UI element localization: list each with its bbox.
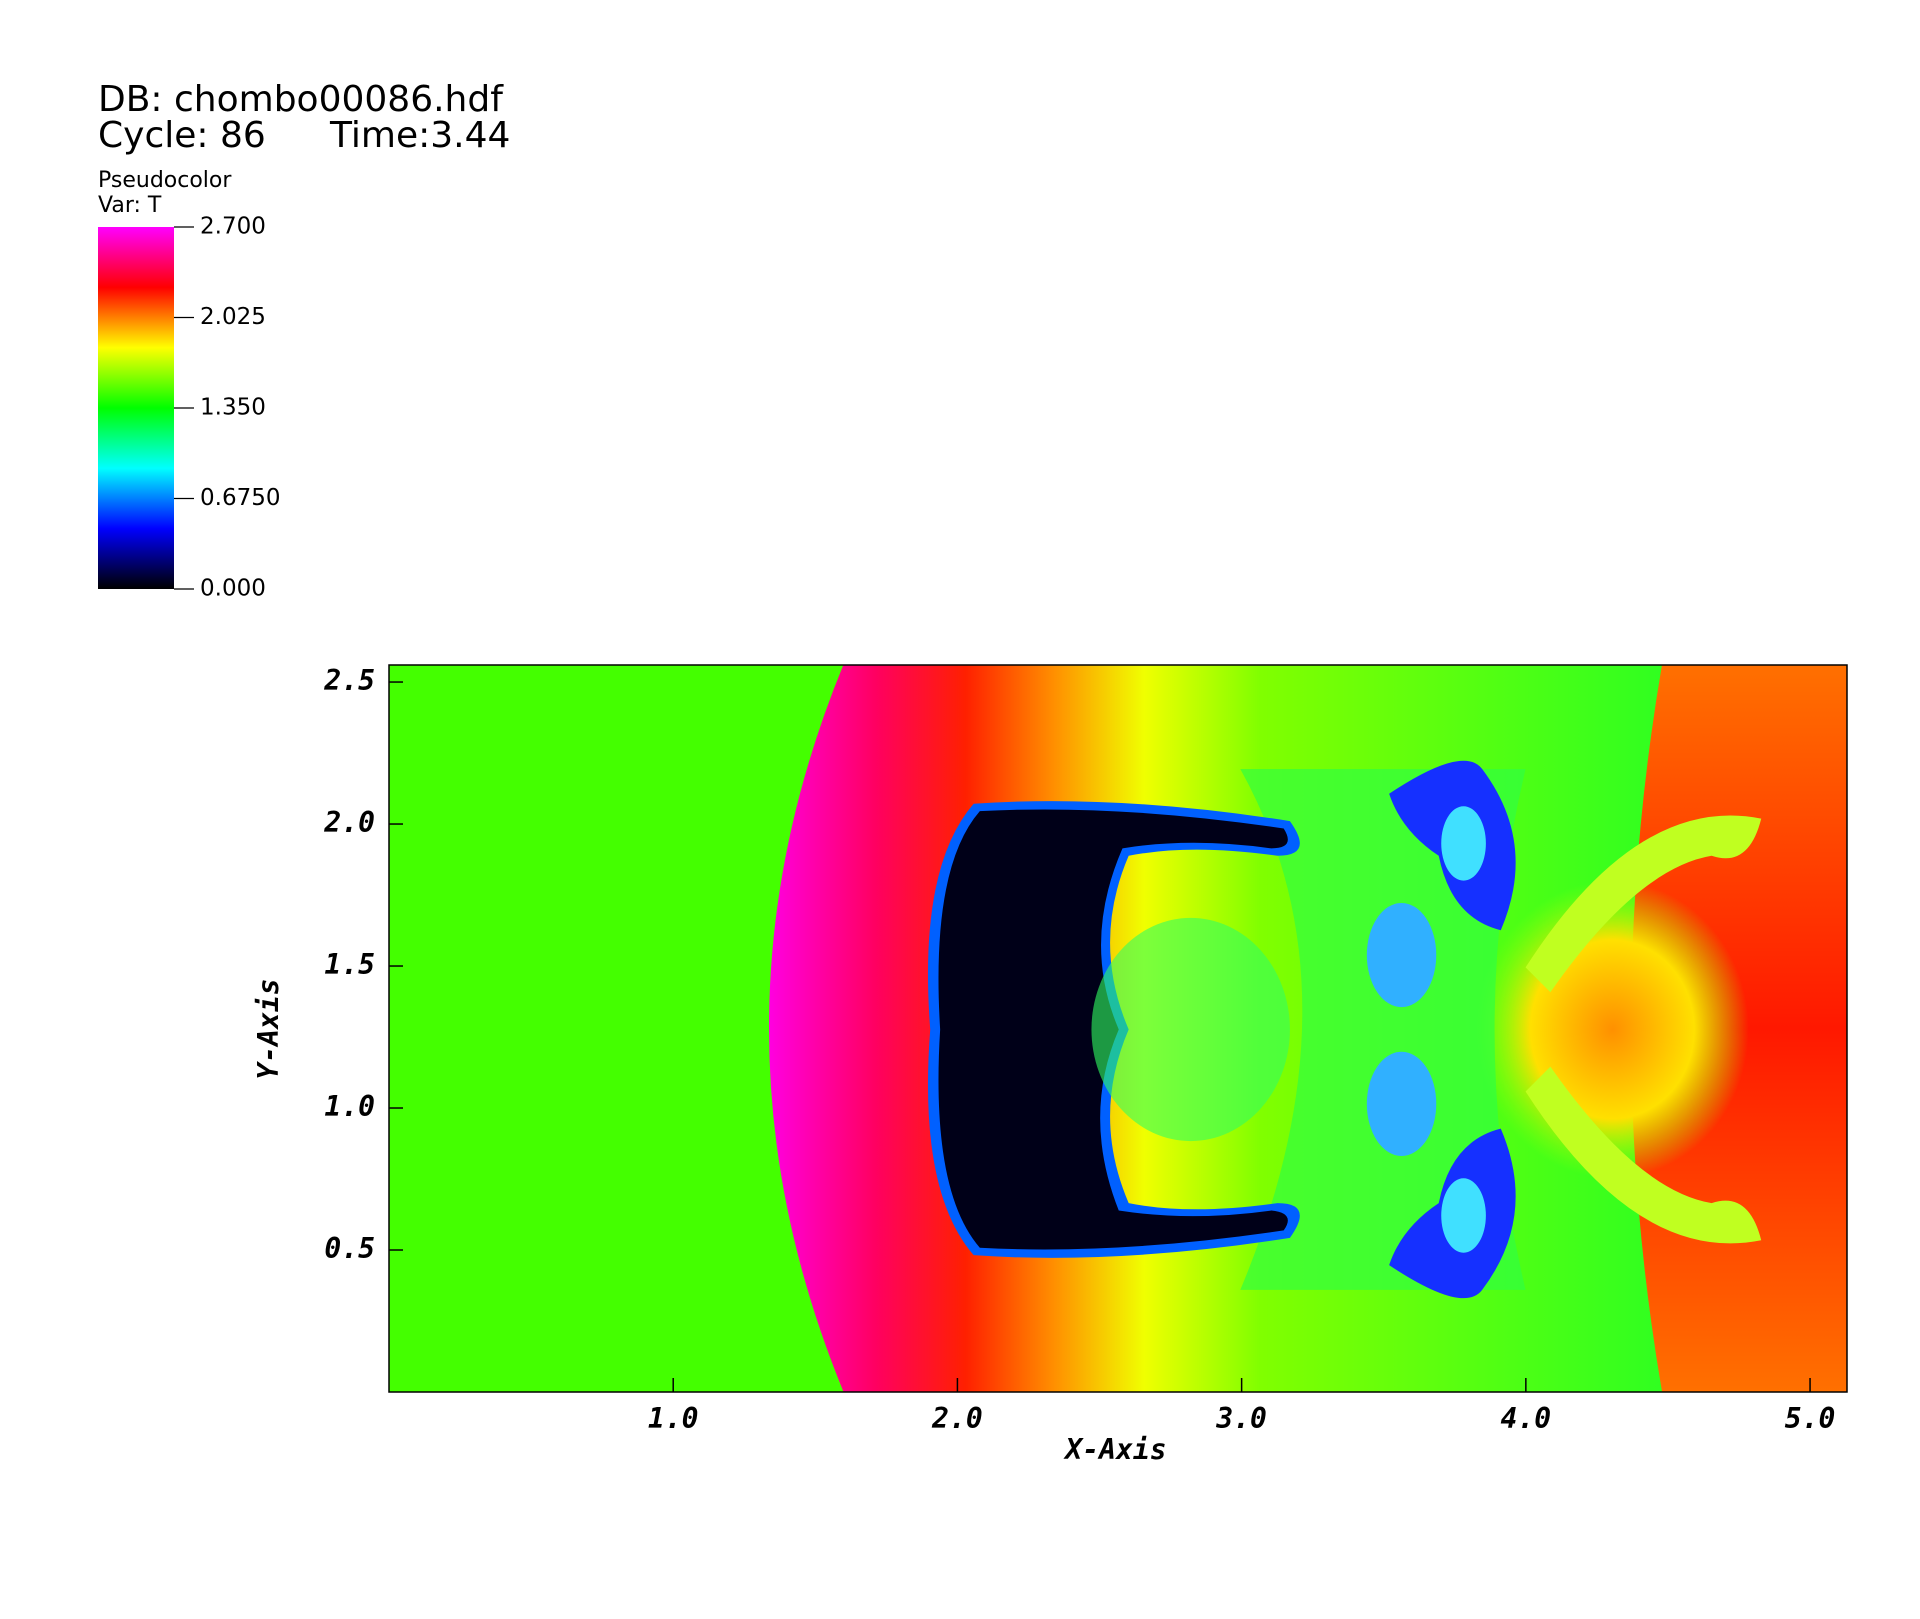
x-tick-label: 4.0 (1501, 1402, 1552, 1435)
field-image (389, 664, 1847, 1392)
x-tick-label: 5.0 (1785, 1402, 1836, 1435)
y-tick-label: 2.5 (323, 664, 375, 697)
y-tick-label: 1.0 (324, 1090, 375, 1123)
var-label: Var: T (98, 193, 162, 218)
x-tick-label: 3.0 (1215, 1402, 1267, 1435)
plot-label: Pseudocolor (98, 168, 232, 193)
x-axis-label: X-Axis (1063, 1433, 1166, 1466)
x-tick-label: 2.0 (931, 1402, 983, 1435)
time-label: Time:3.44 (329, 115, 510, 156)
colorbar-tick-label: 2.700 (200, 214, 266, 240)
y-axis-label: Y-Axis (252, 978, 285, 1079)
y-tick-label: 2.0 (323, 806, 375, 839)
colorbar-tick-label: 1.350 (200, 395, 266, 421)
colorbar-tick-label: 0.6750 (200, 485, 280, 511)
x-tick-label: 1.0 (648, 1402, 699, 1435)
colorbar-tick-label: 0.000 (200, 576, 266, 602)
colorbar (98, 227, 174, 589)
cycle-label: Cycle: 86 (98, 115, 266, 156)
db-label: DB: chombo00086.hdf (98, 79, 504, 120)
colorbar-tick-label: 2.025 (200, 304, 266, 330)
y-tick-label: 1.5 (324, 948, 375, 981)
y-tick-label: 0.5 (324, 1232, 375, 1265)
plot-frame (388, 664, 1848, 1393)
